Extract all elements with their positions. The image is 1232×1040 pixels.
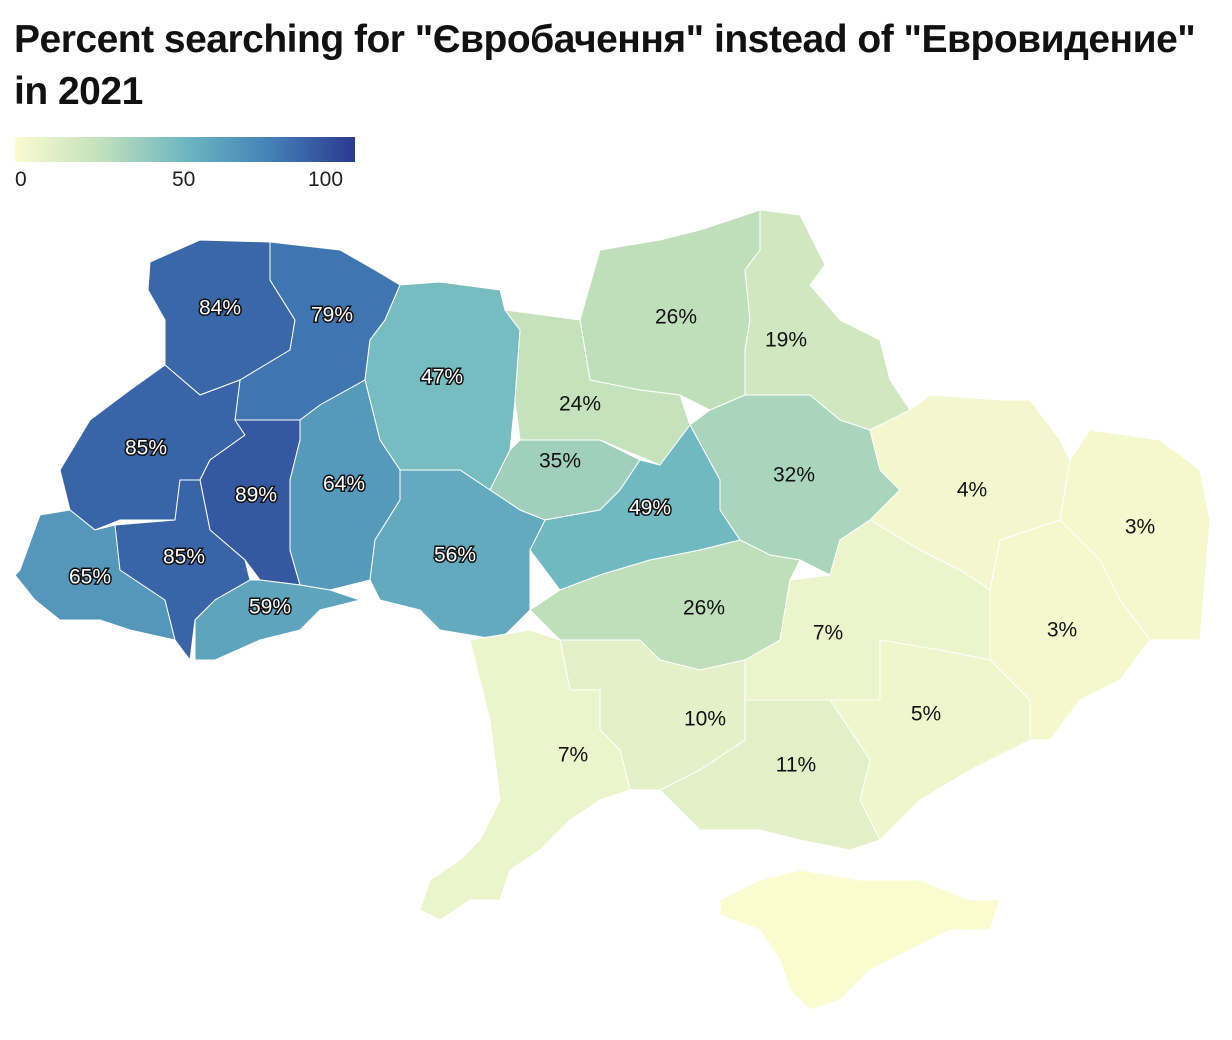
region-crimea xyxy=(719,869,1001,1011)
region-label-odesa: 7% xyxy=(558,744,588,767)
region-label-zhytomyr: 47% xyxy=(421,366,463,389)
region-kherson xyxy=(659,699,881,851)
region-label-volyn: 84% xyxy=(199,297,241,320)
region-label-mykolaiv: 10% xyxy=(684,708,726,731)
region-label-sumy: 19% xyxy=(765,329,807,352)
region-label-kherson: 11% xyxy=(776,754,816,777)
color-scale-legend xyxy=(15,137,355,162)
region-label-khmelnytskyi: 64% xyxy=(323,473,365,496)
region-label-kharkiv: 4% xyxy=(957,479,987,502)
map-title: Percent searching for "Євробачення" inst… xyxy=(14,18,1196,113)
region-label-zaporizhzhia: 5% xyxy=(911,703,941,726)
legend-tick-0: 0 xyxy=(15,168,27,191)
region-label-vinnytsia: 56% xyxy=(434,544,476,567)
legend-tick-100: 100 xyxy=(308,168,344,191)
region-label-lviv: 85% xyxy=(125,437,167,460)
region-label-poltava: 32% xyxy=(773,464,815,487)
region-label-ternopil: 89% xyxy=(235,484,277,507)
region-label-donetsk: 3% xyxy=(1047,619,1077,642)
region-label-kyiv-north: 24% xyxy=(559,393,601,416)
region-label-chernivtsi: 59% xyxy=(249,596,291,619)
region-label-kirovohrad: 26% xyxy=(683,597,725,620)
region-label-cherkasy: 49% xyxy=(629,497,671,520)
region-label-chernihiv: 26% xyxy=(655,306,697,329)
region-label-kyiv-south: 35% xyxy=(539,450,581,473)
region-label-rivne: 79% xyxy=(311,304,353,327)
region-label-ivano-frankivsk: 85% xyxy=(163,546,205,569)
legend-tick-50: 50 xyxy=(172,168,196,191)
region-odesa xyxy=(419,629,631,921)
region-label-zakarpattia: 65% xyxy=(69,566,111,589)
region-label-dnipro: 7% xyxy=(813,622,843,645)
region-chernivtsi xyxy=(194,579,362,661)
region-donetsk xyxy=(989,519,1151,741)
region-label-luhansk: 3% xyxy=(1125,516,1155,539)
